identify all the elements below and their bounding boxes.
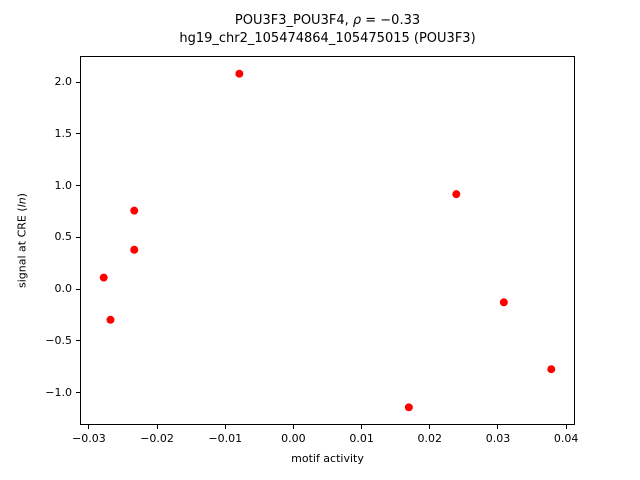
y-tick-mark xyxy=(76,288,80,290)
chart-title-line2: hg19_chr2_105474864_105475015 (POU3F3) xyxy=(179,30,476,46)
y-tick-mark xyxy=(76,185,80,187)
y-axis-label-text: signal at CRE ( xyxy=(15,207,29,288)
x-tick-label: −0.02 xyxy=(140,432,174,445)
chart-title: POU3F3_POU3F4, ρ = −0.33 hg19_chr2_10547… xyxy=(80,12,575,47)
x-tick-mark xyxy=(88,425,90,429)
y-tick-mark xyxy=(76,236,80,238)
x-tick-label: −0.01 xyxy=(208,432,243,445)
y-tick-label: −0.5 xyxy=(45,333,72,347)
y-axis-label-ln: ln xyxy=(15,197,29,208)
data-point xyxy=(130,206,139,215)
x-tick-mark xyxy=(429,425,431,429)
x-tick-mark xyxy=(224,425,226,429)
y-tick-label: −1.0 xyxy=(45,385,72,399)
title-prefix: POU3F3_POU3F4, xyxy=(234,13,353,28)
chart-title-line1: POU3F3_POU3F4, ρ = −0.33 xyxy=(80,12,575,30)
y-tick-label: 1.0 xyxy=(54,178,73,192)
data-point xyxy=(547,365,556,374)
y-axis-label: signal at CRE (ln) xyxy=(16,61,29,421)
y-axis-label-close: ) xyxy=(15,193,29,198)
y-tick-label: 0.0 xyxy=(54,282,73,296)
x-tick-label: −0.03 xyxy=(72,432,106,445)
x-tick-mark xyxy=(565,425,567,429)
data-point xyxy=(99,273,108,282)
y-tick-label: 1.5 xyxy=(54,126,73,140)
data-point xyxy=(106,315,115,324)
x-tick-label: 0.00 xyxy=(281,432,306,445)
x-tick-mark xyxy=(497,425,499,429)
x-tick-mark xyxy=(156,425,158,429)
x-tick-mark xyxy=(361,425,363,429)
y-tick-mark xyxy=(76,81,80,83)
x-tick-label: 0.03 xyxy=(485,432,511,445)
x-tick-label: 0.04 xyxy=(553,432,579,445)
data-point xyxy=(235,69,244,78)
x-tick-label: 0.01 xyxy=(349,432,374,445)
data-point xyxy=(452,190,461,199)
x-tick-label: 0.02 xyxy=(417,432,443,445)
y-tick-label: 0.5 xyxy=(54,230,73,244)
y-tick-mark xyxy=(76,133,80,135)
scatter-points-layer xyxy=(99,69,556,412)
data-point xyxy=(404,403,413,412)
y-tick-mark xyxy=(76,340,80,342)
plot-area xyxy=(80,56,575,425)
y-tick-mark xyxy=(76,392,80,394)
title-correlation-value: = −0.33 xyxy=(361,13,421,28)
title-rho-symbol: ρ xyxy=(352,13,362,28)
x-axis-label: motif activity xyxy=(291,452,364,465)
x-tick-mark xyxy=(292,425,294,429)
data-point xyxy=(130,245,139,254)
data-point xyxy=(499,298,508,307)
y-tick-label: 2.0 xyxy=(54,75,73,89)
